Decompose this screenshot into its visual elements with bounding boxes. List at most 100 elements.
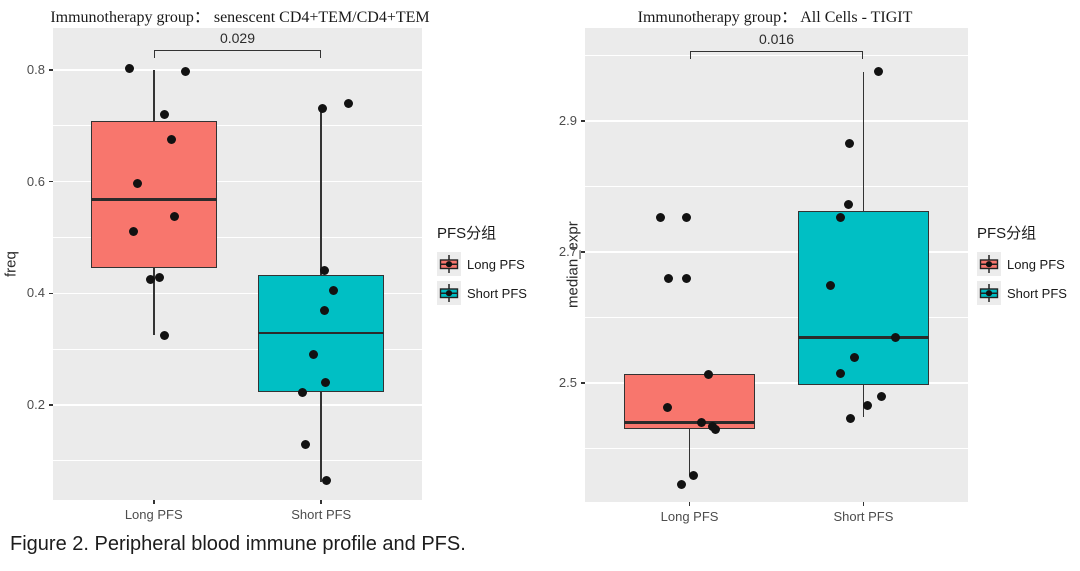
box-short-pfs — [797, 210, 929, 385]
right-plot-panel: 0.016 — [585, 28, 968, 502]
data-point — [155, 273, 165, 283]
data-point — [146, 274, 156, 284]
data-point — [319, 305, 329, 315]
data-point — [835, 368, 845, 378]
data-point — [845, 414, 855, 424]
upper-whisker — [152, 69, 155, 122]
y-tick-label: 0.6 — [26, 173, 45, 189]
gridline-minor — [53, 237, 422, 238]
data-point — [181, 67, 191, 77]
data-point — [825, 280, 835, 290]
data-point — [328, 286, 338, 296]
data-point — [704, 369, 714, 379]
data-point — [663, 403, 673, 413]
y-tick-label: 0.4 — [26, 285, 45, 301]
boxplot-key-icon — [437, 281, 461, 305]
data-point — [133, 178, 143, 188]
x-tick-mark — [152, 500, 155, 504]
data-point — [170, 212, 180, 222]
upper-whisker — [320, 108, 323, 275]
left-plot-panel: 0.029 — [53, 28, 422, 500]
y-tick-label: 0.8 — [26, 61, 45, 77]
data-point — [849, 353, 859, 363]
data-point — [300, 439, 310, 449]
legend-label: Long PFS — [467, 256, 525, 272]
legend-label: Short PFS — [1007, 285, 1067, 301]
gridline-minor — [53, 348, 422, 350]
gridline-major — [53, 69, 422, 71]
figure-caption: Figure 2. Peripheral blood immune profil… — [10, 533, 466, 555]
data-point — [317, 104, 327, 114]
data-point — [297, 388, 307, 398]
y-tick-label: 2.7 — [558, 243, 577, 259]
gridline-minor — [53, 125, 422, 127]
data-point — [682, 273, 692, 283]
left-y-axis-title: freq — [2, 251, 20, 277]
data-point — [129, 227, 139, 237]
data-point — [167, 135, 177, 145]
data-point — [689, 471, 699, 481]
y-tick-mark — [49, 292, 53, 295]
data-point — [160, 330, 170, 340]
legend-items: Long PFS Short PFS — [437, 252, 547, 305]
median-line — [624, 421, 756, 425]
p-value-label: 0.029 — [219, 29, 256, 46]
data-point — [656, 213, 666, 223]
lower-whisker — [862, 384, 865, 417]
right-plot-title: Immunotherapy group： All Cells - TIGIT — [637, 9, 913, 26]
data-point — [664, 273, 674, 283]
y-tick-mark — [581, 120, 585, 122]
x-tick-mark — [320, 500, 323, 504]
gridline-minor — [585, 186, 968, 187]
gridline-major — [585, 382, 968, 384]
y-tick-mark — [49, 404, 53, 406]
x-tick-label: Short PFS — [833, 509, 894, 524]
gridline-minor — [53, 460, 422, 462]
data-point — [697, 417, 707, 427]
data-point — [862, 401, 872, 411]
legend-items: Long PFS Short PFS — [977, 252, 1080, 305]
legend-title: PFS分组 — [437, 225, 497, 242]
boxplot-key-icon — [977, 281, 1001, 305]
legend-title: PFS分组 — [977, 225, 1037, 242]
x-tick-mark — [688, 502, 691, 506]
data-point — [843, 199, 853, 209]
legend-label: Short PFS — [467, 285, 527, 301]
significance-bracket-tick — [862, 50, 864, 59]
box-long-pfs — [90, 121, 217, 269]
significance-bracket — [689, 50, 864, 53]
right-legend: PFS分组 Long PFS Short PFS — [977, 222, 1080, 310]
boxplot-key-icon — [977, 252, 1001, 276]
gridline-major — [53, 180, 422, 183]
x-tick-label: Short PFS — [291, 507, 352, 522]
legend-item-long-pfs: Long PFS — [437, 252, 547, 276]
y-tick-mark — [49, 180, 53, 183]
legend-item-short-pfs: Short PFS — [977, 281, 1080, 305]
boxplot-key-icon — [437, 252, 461, 276]
data-point — [873, 66, 883, 76]
median-line — [90, 198, 217, 201]
gridline-major — [585, 251, 968, 253]
x-tick-mark — [862, 502, 865, 506]
gridline-minor — [585, 316, 968, 318]
legend-label: Long PFS — [1007, 256, 1065, 272]
upper-whisker — [862, 71, 865, 211]
significance-bracket-tick — [153, 49, 156, 58]
gridline-minor — [585, 55, 968, 56]
data-point — [682, 213, 692, 223]
y-tick-label: 2.5 — [558, 374, 577, 390]
data-point — [835, 212, 845, 222]
left-legend: PFS分组 Long PFS Short PFS — [437, 222, 547, 310]
data-point — [319, 266, 329, 276]
gridline-major — [585, 120, 968, 122]
box-long-pfs — [624, 374, 756, 429]
x-tick-label: Long PFS — [124, 507, 183, 522]
data-point — [125, 64, 135, 74]
p-value-label: 0.016 — [758, 30, 795, 47]
y-tick-label: 2.9 — [558, 112, 577, 128]
gridline-major — [53, 404, 422, 406]
lower-whisker — [320, 392, 323, 482]
x-tick-label: Long PFS — [660, 509, 719, 524]
y-tick-mark — [581, 382, 585, 384]
median-line — [797, 336, 929, 339]
